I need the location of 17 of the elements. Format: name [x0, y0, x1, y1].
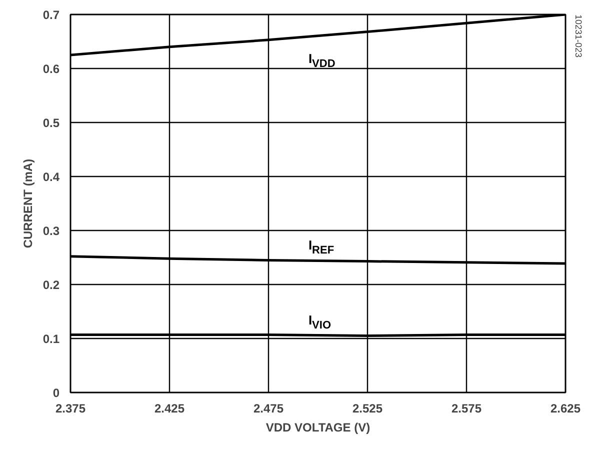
y-tick-label: 0.4	[42, 170, 60, 184]
x-tick-label: 2.425	[154, 402, 185, 416]
y-axis-title: CURRENT (mA)	[20, 158, 35, 248]
y-tick-label: 0.6	[42, 62, 60, 76]
text: 10231-023	[574, 14, 584, 58]
x-tick-label: 2.525	[352, 402, 383, 416]
y-tick-label: 0.2	[42, 278, 60, 292]
x-tick-label: 2.375	[55, 402, 86, 416]
x-tick-label: 2.625	[550, 402, 581, 416]
x-tick-label: 2.575	[451, 402, 482, 416]
x-axis-title: VDD VOLTAGE (V)	[266, 420, 370, 434]
y-tick-label: 0	[52, 386, 60, 400]
y-tick-label: 0.5	[42, 116, 60, 130]
y-tick-label: 0.3	[42, 224, 60, 238]
y-tick-label: 0.7	[42, 8, 60, 22]
y-tick-label: 0.1	[42, 332, 60, 346]
x-tick-label: 2.475	[253, 402, 284, 416]
